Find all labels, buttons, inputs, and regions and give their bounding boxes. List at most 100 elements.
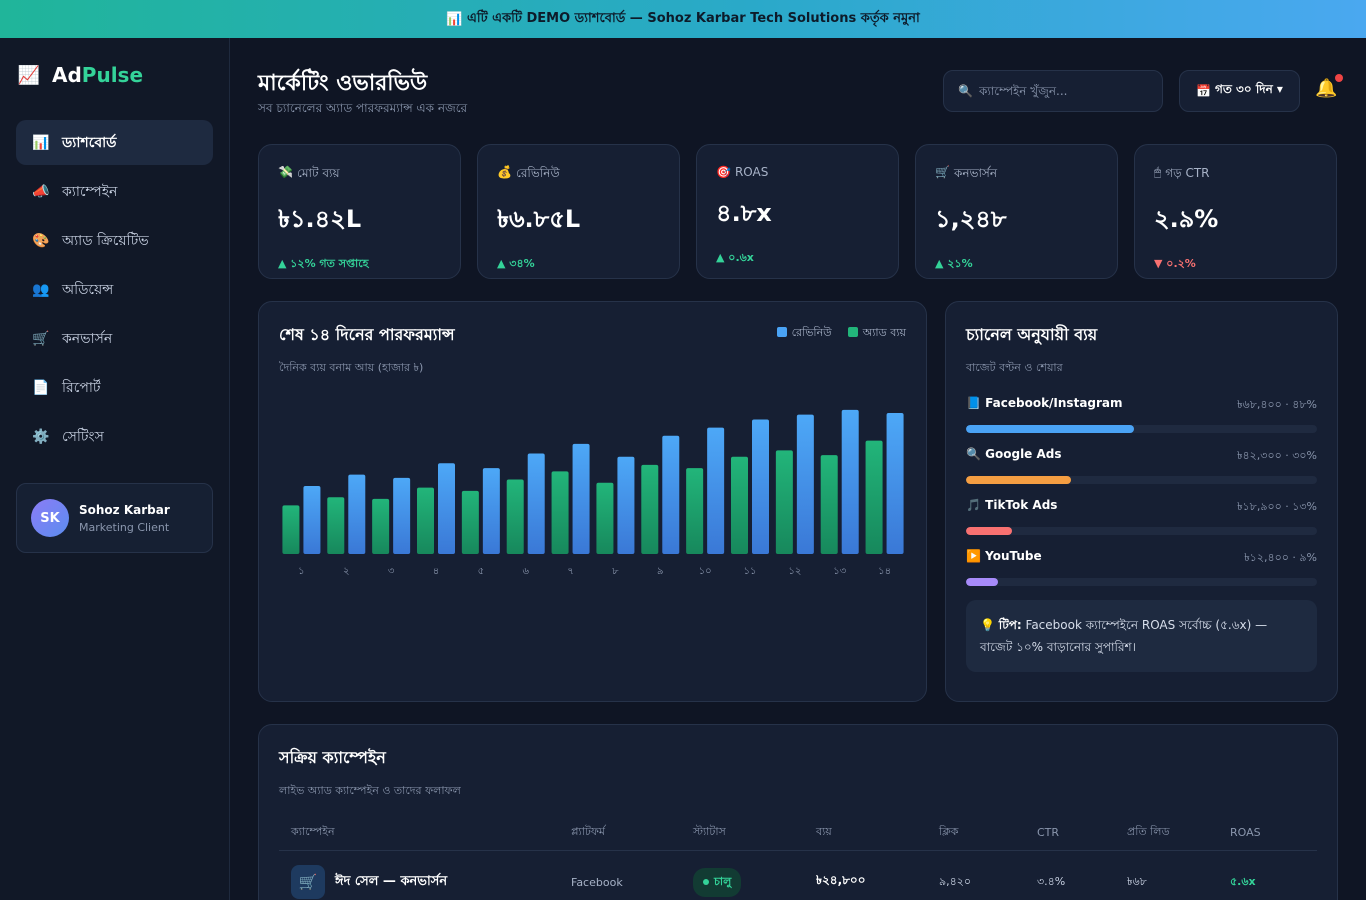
dashboard-icon: 📊 [32, 134, 50, 151]
status-label: চালু [714, 874, 732, 888]
bar-ad-spend [775, 450, 793, 554]
recommendation-tip: 💡 টিপ: Facebook ক্যাম্পেইনে ROAS সর্বোচ্… [966, 600, 1317, 672]
x-tick-label: ৩ [388, 566, 395, 577]
money-bag-icon: 💰 [497, 165, 512, 179]
brand-logo[interactable]: 📈 AdPulse [16, 62, 143, 88]
avatar: SK [31, 499, 69, 537]
sidebar-item-label: সেটিংস [62, 428, 104, 445]
facebook-icon: 📘 [966, 396, 981, 410]
sidebar-item-label: অডিয়েন্স [62, 281, 114, 298]
column-header[interactable]: প্ল্যাটফর্ম [571, 825, 606, 838]
sidebar-item-conversions[interactable]: 🛒 কনভার্সন [16, 316, 213, 361]
bar-ad-spend [461, 490, 479, 554]
gear-icon: ⚙️ [32, 428, 50, 445]
bar-ad-spend [506, 479, 524, 554]
bar-ad-spend [641, 464, 659, 554]
sidebar-item-audience[interactable]: 👥 অডিয়েন্স [16, 267, 213, 312]
sidebar-item-creatives[interactable]: 🎨 অ্যাড ক্রিয়েটিভ [16, 218, 213, 263]
target-icon: 🎯 [716, 165, 731, 179]
bar-ad-spend [596, 482, 614, 554]
kpi-label: ROAS [734, 165, 769, 179]
tip-text: Facebook ক্যাম্পেইনে ROAS সর্বোচ্চ (৫.৬x… [980, 618, 1268, 654]
lightbulb-icon: 💡 [980, 618, 995, 632]
sidebar-item-campaigns[interactable]: 📣 ক্যাম্পেইন [16, 169, 213, 214]
legend-label: অ্যাড ব্যয় [862, 326, 906, 339]
column-header[interactable]: ব্যয় [816, 825, 832, 838]
kpi-value: ৪.৮x [716, 199, 772, 227]
table-row[interactable]: 🛒 ঈদ সেল — কনভার্সন Facebook চালু ৳২৪,৮০০… [279, 851, 1317, 900]
campaign-platform: Facebook [571, 875, 623, 889]
sidebar-item-label: কনভার্সন [62, 330, 113, 347]
performance-bar-chart: ১ ২ ৩ ৪ ৫ ৬ ৭ ৮ ৯ ১০ ১১ ১২ ১৩ ১৪ [282, 409, 904, 577]
bar-revenue [662, 435, 680, 554]
demo-banner: 📊 এটি একটি DEMO ড্যাশবোর্ড — Sohoz Karba… [0, 0, 1366, 38]
kpi-label: কনভার্সন [953, 166, 998, 180]
column-header[interactable]: ROAS [1230, 826, 1261, 839]
sidebar-item-label: রিপোর্ট [62, 379, 101, 396]
document-icon: 📄 [32, 379, 50, 396]
palette-icon: 🎨 [32, 232, 50, 249]
performance-chart-panel: শেষ ১৪ দিনের পারফরম্যান্স দৈনিক ব্যয় বন… [258, 301, 927, 702]
kpi-value: ১,২৪৮ [935, 205, 1007, 233]
search-box[interactable]: 🔍 [943, 70, 1163, 112]
brand-name-ad: Ad [52, 63, 82, 87]
x-tick-label: ১১ [744, 566, 757, 577]
column-header[interactable]: প্রতি লিড [1127, 825, 1170, 838]
bar-revenue [438, 463, 455, 554]
channel-bar-fill [966, 578, 998, 586]
x-tick-label: ৭ [567, 566, 574, 577]
kpi-label: মোট ব্যয় [296, 166, 340, 180]
column-header[interactable]: ক্যাম্পেইন [291, 825, 335, 838]
channel-value: ৳৬৮,৪০০ · ৪৮% [1237, 398, 1317, 411]
table-header: ক্যাম্পেইন প্ল্যাটফর্ম স্ট্যাটাস ব্যয় ক… [279, 815, 1317, 851]
sidebar-item-reports[interactable]: 📄 রিপোর্ট [16, 365, 213, 410]
x-tick-label: ৮ [612, 566, 619, 577]
channel-bar-track [966, 578, 1317, 586]
bar-ad-spend [865, 440, 883, 554]
campaign-cpl: ৳৬৮ [1127, 874, 1147, 888]
notification-dot [1335, 74, 1343, 82]
user-profile-card[interactable]: SK Sohoz Karbar Marketing Client [16, 483, 213, 553]
kpi-value: ২.৯% [1154, 205, 1219, 233]
column-header[interactable]: ক্লিক [939, 825, 959, 838]
x-tick-label: ৪ [433, 566, 440, 577]
bar-ad-spend [551, 471, 569, 554]
status-badge: চালু [693, 867, 742, 897]
cart-icon: 🛒 [32, 330, 50, 347]
search-input[interactable] [978, 84, 1149, 98]
page-title: মার্কেটিং ওভারভিউ [258, 71, 428, 96]
page-subtitle: সব চ্যানেলের অ্যাড পারফরম্যান্স এক নজরে [258, 101, 468, 115]
bar-ad-spend [282, 505, 300, 554]
bar-revenue [617, 456, 635, 554]
x-tick-label: ৫ [478, 566, 485, 577]
bar-revenue [796, 414, 814, 554]
column-header[interactable]: CTR [1037, 826, 1060, 839]
kpi-label: গড় CTR [1165, 166, 1210, 180]
campaign-spend: ৳২৪,৮০০ [816, 873, 866, 887]
kpi-cards: 💸 মোট ব্যয় ৳১.৪২L ▲ ১২% গত সপ্তাহে 💰 রেভি… [258, 144, 1338, 279]
channel-item-tiktok: 🎵 TikTok Ads ৳১৮,৯০০ · ১৩% [966, 498, 1317, 535]
kpi-delta: ▲ ০.৬x [716, 251, 754, 264]
kpi-value: ৳৬.৮৫L [497, 205, 581, 233]
sidebar-item-dashboard[interactable]: 📊 ড্যাশবোর্ড [16, 120, 213, 165]
kpi-delta: ▼ ০.২% [1154, 257, 1196, 270]
date-range-select[interactable]: 📅 গত ৩০ দিন ▾ [1179, 70, 1300, 112]
x-tick-label: ৬ [522, 566, 529, 577]
sidebar-item-label: অ্যাড ক্রিয়েটিভ [62, 232, 149, 249]
kpi-card-ctr: 🖱 গড় CTR ২.৯% ▼ ০.২% [1134, 144, 1337, 279]
kpi-delta: ▲ ২১% [935, 257, 973, 270]
channel-list: 📘 Facebook/Instagram ৳৬৮,৪০০ · ৪৮% 🔍 Goog… [966, 396, 1317, 586]
x-tick-label: ১২ [788, 566, 801, 577]
channel-subtitle: বাজেট বণ্টন ও শেয়ার [966, 361, 1063, 374]
legend-label: রেভিনিউ [791, 326, 832, 339]
sidebar-item-settings[interactable]: ⚙️ সেটিংস [16, 414, 213, 459]
channel-item-google: 🔍 Google Ads ৳৪২,৩০০ · ৩০% [966, 447, 1317, 484]
notification-button[interactable]: 🔔 [1315, 74, 1343, 104]
chart-title: শেষ ১৪ দিনের পারফরম্যান্স [279, 325, 455, 344]
search-icon: 🔍 [958, 84, 973, 98]
user-name: Sohoz Karbar [79, 502, 170, 517]
campaigns-title: সক্রিয় ক্যাম্পেইন [279, 748, 386, 767]
bar-revenue [752, 419, 769, 554]
column-header[interactable]: স্ট্যাটাস [693, 825, 726, 838]
music-note-icon: 🎵 [966, 498, 981, 512]
